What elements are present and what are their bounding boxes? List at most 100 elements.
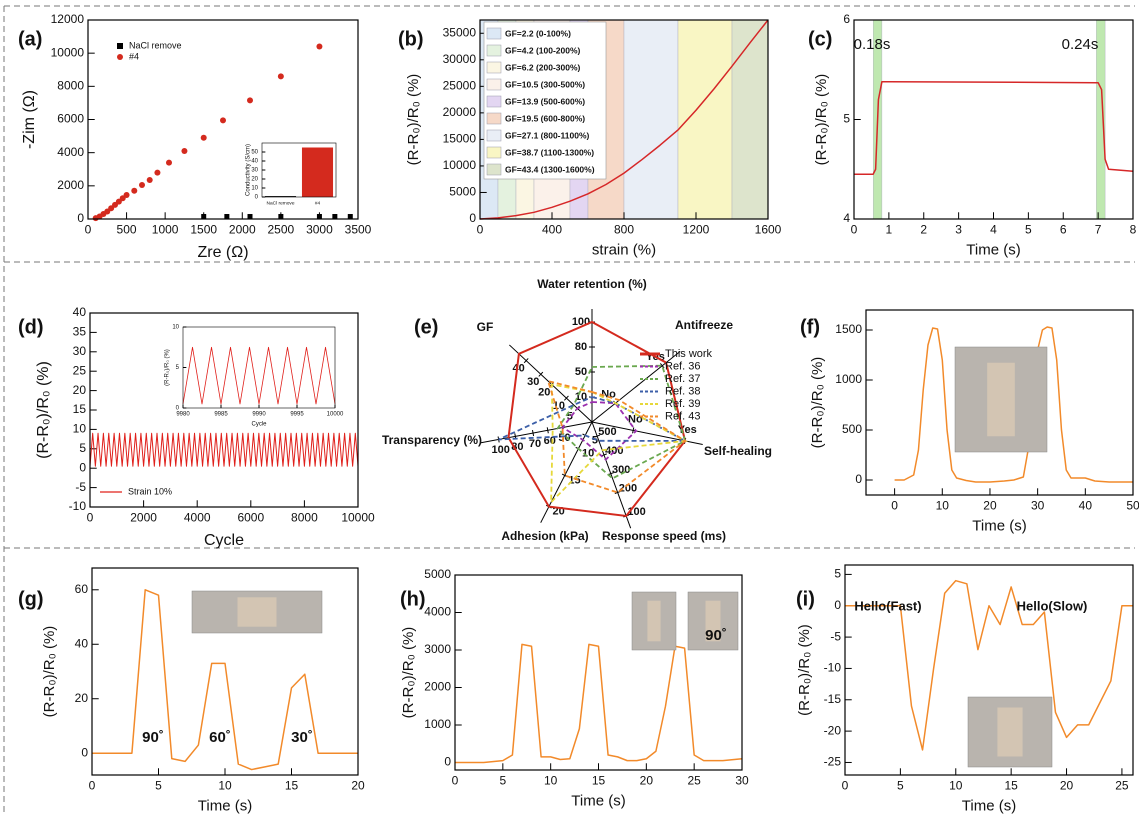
band: [678, 20, 732, 219]
x-tick-label: 0: [851, 223, 858, 237]
panel-label: (a): [18, 28, 42, 50]
y-tick-label: 2000: [424, 680, 451, 694]
radar-tick-label: 15: [568, 474, 580, 486]
y-tick-label: -10: [824, 661, 842, 675]
legend-label: GF=2.2 (0-100%): [505, 28, 571, 38]
point: [124, 192, 130, 198]
annotation: 60˚: [209, 729, 231, 746]
y-axis-label: (R-R₀)/R₀ (%): [165, 349, 171, 386]
x-tick-label: 2: [920, 223, 927, 237]
x-tick-label: 0: [891, 499, 898, 513]
y-tick-label: 40: [75, 636, 89, 650]
y-tick-label: 0: [79, 460, 86, 474]
x-tick-label: 30: [1031, 499, 1045, 513]
y-tick-label: 0: [834, 598, 841, 612]
y-tick-label: 4000: [57, 145, 84, 159]
point: [139, 182, 145, 188]
legend-label: Ref. 37: [665, 373, 700, 385]
x-tick-label: 8000: [291, 511, 318, 525]
y-tick-label: 30000: [443, 52, 477, 66]
y-tick-label: 35000: [443, 25, 477, 39]
legend-swatch: [487, 113, 501, 124]
y-tick-label: -10: [69, 499, 87, 513]
x-tick-label: 10: [544, 774, 558, 788]
x-tick-label: 800: [614, 223, 634, 237]
x-axis-label: Time (s): [972, 517, 1026, 534]
x-tick-label: 3500: [345, 223, 372, 237]
y-tick-label: 1000: [424, 717, 451, 731]
point: [317, 214, 322, 219]
x-tick-label: 15: [592, 774, 606, 788]
x-tick-label: 1500: [190, 223, 217, 237]
x-tick-label: 5: [1025, 223, 1032, 237]
y-tick-label: 50: [251, 150, 258, 156]
inset-frame-bg: [183, 327, 335, 408]
x-tick-label: 0: [842, 779, 849, 793]
y-tick-label: -25: [824, 755, 842, 769]
x-tick-label: 6: [1060, 223, 1067, 237]
x-axis-label: Time (s): [966, 241, 1020, 258]
y-tick-label: 0: [77, 211, 84, 225]
y-tick-label: -20: [824, 723, 842, 737]
x-tick-label: 2000: [130, 511, 157, 525]
point: [348, 214, 353, 219]
radar-axis-label: Self-healing: [704, 444, 772, 458]
x-tick-label: NaCl remove: [267, 200, 295, 206]
x-axis-label: Time (s): [962, 797, 1016, 814]
inset-photo-detail: [647, 601, 660, 642]
y-tick-label: 10000: [51, 45, 85, 59]
legend-label: Strain 10%: [128, 486, 172, 496]
x-tick-label: 5: [499, 774, 506, 788]
x-tick-label: 10000: [327, 411, 344, 417]
y-tick-label: 30: [73, 344, 87, 358]
x-tick-label: 10: [949, 779, 963, 793]
y-tick-label: 8000: [57, 79, 84, 93]
y-tick-label: 4: [843, 211, 850, 225]
y-tick-label: 15000: [443, 132, 477, 146]
y-tick-label: 12000: [51, 12, 85, 26]
y-tick-label: 0: [81, 745, 88, 759]
legend-label: Ref. 39: [665, 398, 700, 410]
point: [316, 44, 322, 50]
annotation: 0.24s: [1062, 36, 1099, 53]
x-tick-label: 5: [897, 779, 904, 793]
panel-label: (c): [808, 28, 832, 50]
y-tick-label: 5: [834, 567, 841, 581]
radar-tick-label: 50: [575, 366, 587, 378]
legend-label: Ref. 36: [665, 360, 700, 372]
x-tick-label: 10000: [341, 511, 375, 525]
y-tick-label: 4000: [424, 605, 451, 619]
point: [201, 214, 206, 219]
x-axis-label: Time (s): [571, 792, 625, 809]
point: [278, 73, 284, 79]
point: [248, 214, 253, 219]
legend-swatch: [487, 79, 501, 90]
radar-tick-label: 500: [598, 426, 616, 438]
band: [624, 20, 678, 219]
figure: 0500100015002000250030003500020004000600…: [0, 0, 1139, 821]
x-tick-label: 15: [285, 779, 299, 793]
y-tick-label: 10: [73, 422, 87, 436]
legend-swatch: [487, 62, 501, 73]
x-tick-label: 50: [1126, 499, 1139, 513]
x-tick-label: 5: [155, 779, 162, 793]
radar-tick-label: 80: [575, 341, 587, 353]
panel-label: (g): [18, 588, 44, 610]
legend-label: GF=19.5 (600-800%): [505, 113, 585, 123]
x-axis-label: Zre (Ω): [197, 244, 248, 261]
x-tick-label: 1200: [683, 223, 710, 237]
y-axis-label: (R-R₀)/R₀ (%): [400, 627, 417, 719]
inset-photo-detail: [997, 708, 1022, 757]
x-tick-label: 1: [886, 223, 893, 237]
point: [147, 177, 153, 183]
panel-label: (b): [398, 28, 424, 50]
x-tick-label: 4000: [184, 511, 211, 525]
panel-label: (f): [800, 316, 820, 338]
y-tick-label: 20: [75, 691, 89, 705]
x-tick-label: 20: [640, 774, 654, 788]
radar-axis-label: Antifreeze: [675, 318, 733, 332]
y-tick-label: 25: [73, 363, 87, 377]
annotation: 90˚: [705, 627, 727, 644]
legend-swatch: [487, 96, 501, 107]
x-tick-label: 9995: [290, 411, 304, 417]
